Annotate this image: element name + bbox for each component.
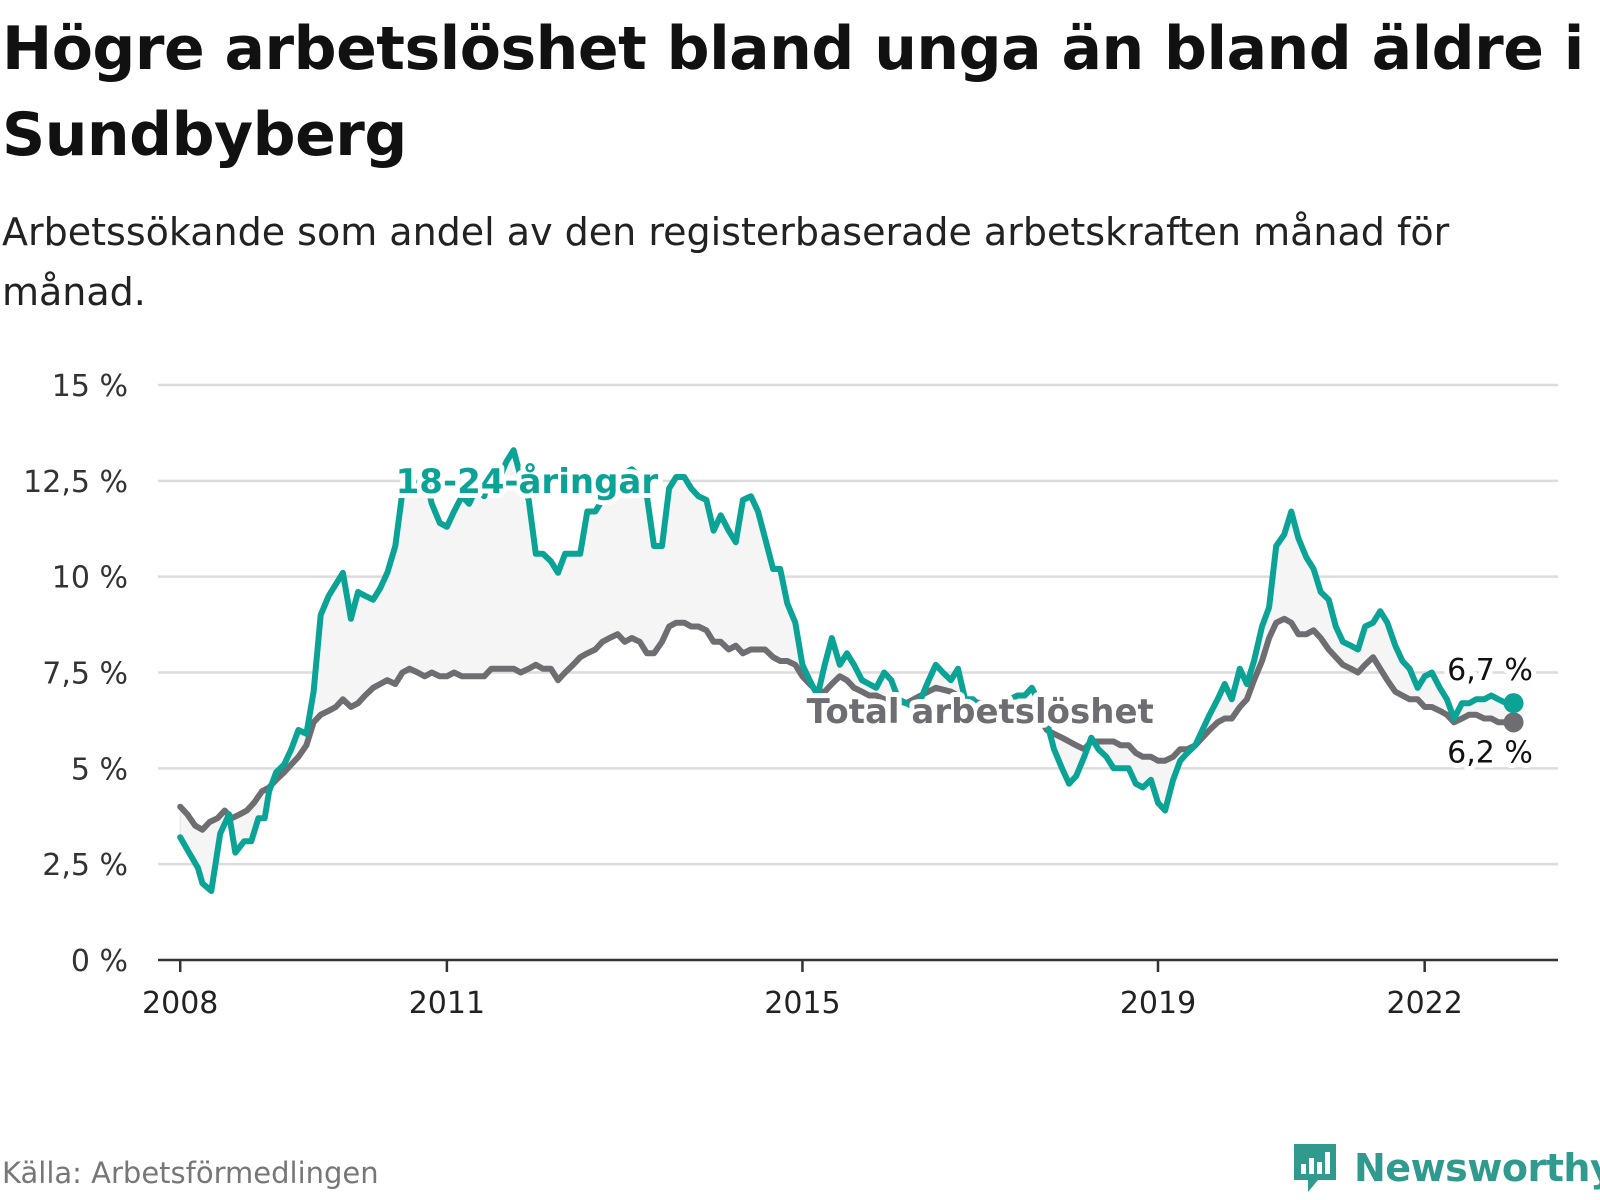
brand-logo[interactable]: Newsworthy	[1290, 1140, 1600, 1196]
chart-title: Högre arbetslöshet bland unga än bland ä…	[2, 14, 1584, 170]
y-tick-label: 15 %	[52, 369, 128, 404]
total-series-label-halo: Total arbetslöshet	[807, 692, 1154, 732]
y-tick-label: 2,5 %	[42, 848, 128, 883]
y-tick-label: 0 %	[71, 944, 128, 979]
gridlines	[158, 383, 1558, 866]
brand-name: Newsworthy	[1354, 1146, 1600, 1190]
total-end-value-label: 6,2 %	[1447, 735, 1533, 770]
x-tick-label: 2015	[764, 986, 840, 1021]
newsworthy-logo-icon	[1294, 1144, 1336, 1192]
gap-area-fill	[179, 448, 1515, 892]
series-lines	[177, 447, 1524, 894]
axes: 0 % 2,5 % 5 % 7,5 % 10 % 12,5 % 15 % 2008 2011 20…	[23, 369, 1558, 1021]
youth-series-line	[177, 447, 1517, 894]
total-series-label: Total arbetslöshet	[807, 692, 1154, 732]
chart-subtitle: Arbetssökande som andel av den registerb…	[2, 210, 1450, 314]
x-tick-label: 2019	[1120, 986, 1196, 1021]
youth-series-label-halo: 18-24-åringar	[396, 462, 659, 502]
gap-area	[179, 448, 1515, 892]
source-note: Källa: Arbetsförmedlingen	[2, 1156, 379, 1190]
x-tick-label: 2008	[142, 986, 218, 1021]
y-tick-label: 12,5 %	[23, 465, 128, 500]
youth-end-value-label-halo: 6,7 %	[1447, 653, 1533, 688]
y-tick-label: 5 %	[71, 752, 128, 787]
y-tick-label: 10 %	[52, 561, 128, 596]
total-series-end-point	[1503, 712, 1524, 733]
youth-series-label: 18-24-åringar	[396, 462, 659, 502]
total-end-value-label-halo: 6,2 %	[1447, 735, 1533, 770]
y-tick-label: 7,5 %	[42, 657, 128, 692]
x-tick-label: 2022	[1386, 986, 1462, 1021]
youth-series-end-point	[1503, 693, 1524, 714]
youth-end-value-label: 6,7 %	[1447, 653, 1533, 688]
x-tick-label: 2011	[409, 986, 485, 1021]
